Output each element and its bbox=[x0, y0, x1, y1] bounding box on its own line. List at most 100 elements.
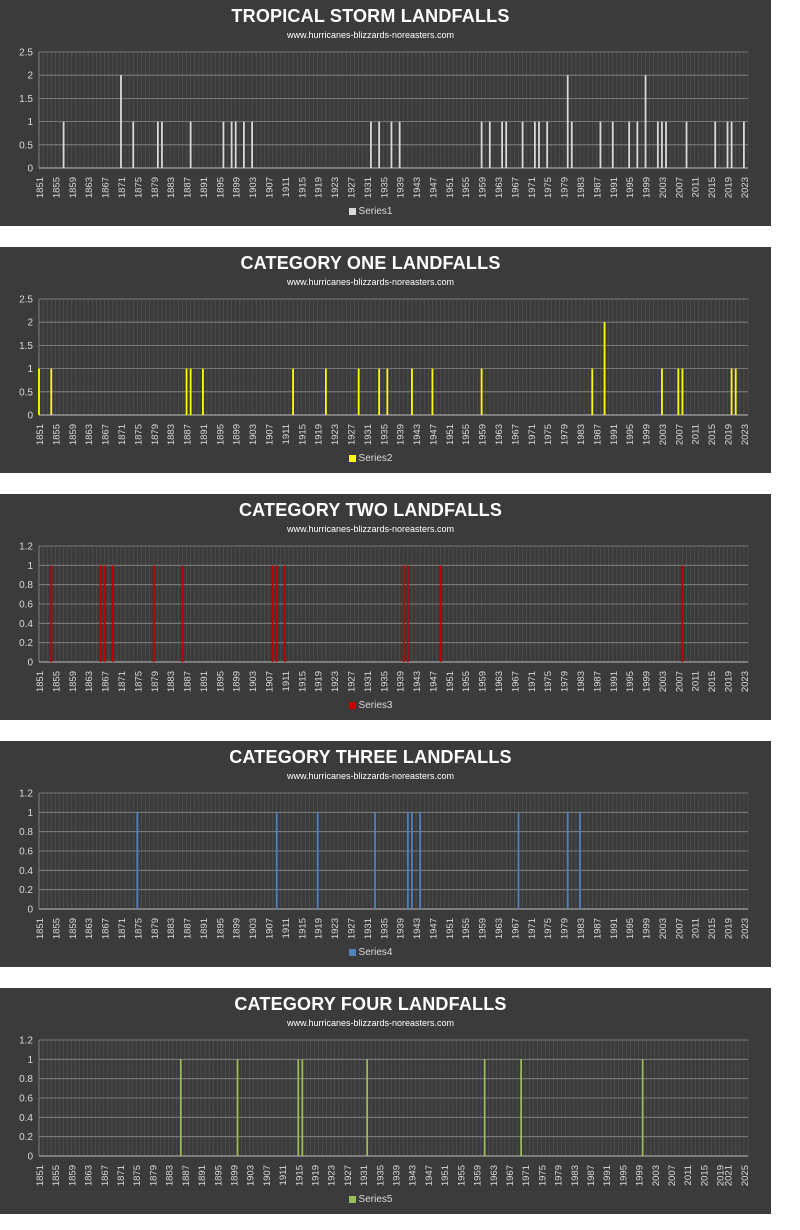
x-tick-label: 1855 bbox=[51, 671, 62, 692]
bar bbox=[681, 368, 684, 415]
bar bbox=[505, 121, 508, 168]
chart-subtitle: www.hurricanes-blizzards-noreasters.com bbox=[286, 524, 455, 534]
x-tick-label: 1943 bbox=[412, 671, 423, 692]
x-tick-label: 1927 bbox=[346, 177, 357, 198]
x-tick-label: 1935 bbox=[379, 918, 390, 939]
x-tick-label: 1911 bbox=[278, 1165, 289, 1185]
bar bbox=[292, 368, 294, 415]
x-tick-label: 1907 bbox=[265, 671, 276, 692]
bar bbox=[62, 121, 65, 168]
bar bbox=[730, 121, 733, 168]
y-tick-label: 0.8 bbox=[19, 827, 33, 838]
bar bbox=[661, 368, 663, 415]
x-tick-label: 1851 bbox=[35, 1165, 46, 1186]
x-tick-label: 2011 bbox=[691, 671, 702, 691]
x-tick-label: 1875 bbox=[132, 1165, 143, 1186]
x-tick-label: 1927 bbox=[346, 918, 357, 939]
x-tick-label: 2007 bbox=[674, 918, 685, 939]
bar bbox=[419, 812, 422, 909]
x-tick-label: 2015 bbox=[699, 1165, 710, 1186]
x-tick-label: 1879 bbox=[150, 177, 161, 198]
x-tick-label: 1887 bbox=[181, 1165, 192, 1186]
chart-panel-category-four: CATEGORY FOUR LANDFALLS www.hurricanes-bl… bbox=[0, 988, 771, 1214]
chart-plot: 0 0.2 0.4 0.6 0.8 1 1.2 1851 1855 1859 1863 1867 187… bbox=[19, 1036, 751, 1187]
x-tick-label: 1967 bbox=[510, 177, 521, 198]
y-tick-label: 1.5 bbox=[19, 341, 33, 352]
bar bbox=[50, 565, 53, 662]
x-tick-label: 1991 bbox=[609, 671, 620, 692]
x-tick-label: 1895 bbox=[215, 918, 226, 939]
x-tick-label: 1939 bbox=[392, 1165, 403, 1186]
x-tick-label: 1959 bbox=[473, 1165, 484, 1186]
y-tick-label: 2 bbox=[27, 71, 33, 82]
y-tick-label: 1 bbox=[27, 561, 33, 572]
x-tick-label: 1987 bbox=[592, 671, 603, 692]
x-tick-label: 1859 bbox=[68, 918, 79, 939]
x-tick-label: 1943 bbox=[412, 177, 423, 198]
x-tick-label: 1979 bbox=[560, 671, 571, 692]
x-tick-label: 1967 bbox=[510, 671, 521, 692]
bar bbox=[570, 121, 573, 168]
x-tick-label: 1851 bbox=[35, 918, 46, 939]
y-tick-label: 2.5 bbox=[19, 48, 33, 59]
x-tick-label: 2003 bbox=[658, 671, 669, 692]
bar bbox=[324, 368, 327, 415]
x-tick-label: 1991 bbox=[609, 918, 620, 939]
x-tick-label: 1891 bbox=[197, 1165, 208, 1186]
bar bbox=[301, 1059, 304, 1156]
x-tick-label: 1875 bbox=[133, 671, 144, 692]
bar bbox=[111, 565, 114, 662]
chart-plot: 0 0.2 0.4 0.6 0.8 1 1.2 1851 1855 1859 1863 1867 187… bbox=[19, 542, 751, 693]
x-tick-label: 1979 bbox=[560, 424, 571, 445]
x-tick-label: 1903 bbox=[248, 671, 259, 692]
x-tick-label: 1951 bbox=[445, 918, 456, 939]
bar bbox=[406, 812, 409, 909]
chart-panel-category-three: CATEGORY THREE LANDFALLS www.hurricanes-b… bbox=[0, 741, 771, 967]
bar bbox=[236, 1059, 239, 1156]
x-tick-label: 2015 bbox=[707, 671, 718, 692]
bar bbox=[726, 121, 729, 168]
y-tick-label: 1.2 bbox=[19, 542, 33, 553]
x-tick-label: 1911 bbox=[281, 177, 292, 197]
x-tick-label: 2015 bbox=[707, 918, 718, 939]
x-tick-label: 1907 bbox=[265, 424, 276, 445]
y-tick-label: 0.2 bbox=[19, 638, 33, 649]
bar bbox=[271, 565, 274, 662]
x-tick-label: 1871 bbox=[117, 918, 128, 939]
x-tick-label: 1999 bbox=[642, 177, 653, 198]
chart-subtitle: www.hurricanes-blizzards-noreasters.com bbox=[286, 277, 455, 287]
x-tick-label: 2007 bbox=[674, 671, 685, 692]
legend: Series4 bbox=[0, 947, 741, 958]
y-tick-label: 1.2 bbox=[19, 789, 33, 800]
y-tick-label: 0.5 bbox=[19, 140, 33, 151]
x-tick-label: 1907 bbox=[262, 1165, 273, 1186]
x-tick-label: 1863 bbox=[84, 918, 95, 939]
legend: Series5 bbox=[0, 1194, 741, 1205]
chart-title: CATEGORY FOUR LANDFALLS bbox=[234, 994, 507, 1014]
x-tick-label: 2019 bbox=[716, 1165, 727, 1186]
x-tick-label: 1891 bbox=[199, 177, 210, 198]
bar bbox=[378, 121, 381, 168]
bar bbox=[439, 565, 442, 662]
y-tick-label: 0 bbox=[27, 905, 33, 916]
x-tick-label: 1983 bbox=[576, 177, 587, 198]
x-tick-label: 1879 bbox=[150, 671, 161, 692]
legend-label: Series4 bbox=[358, 947, 393, 958]
x-tick-label: 1975 bbox=[543, 424, 554, 445]
bar bbox=[316, 812, 319, 909]
bar bbox=[136, 812, 139, 909]
bar bbox=[386, 368, 389, 415]
bar bbox=[132, 121, 135, 168]
x-tick-label: 1915 bbox=[297, 424, 308, 445]
bar bbox=[38, 368, 40, 415]
x-tick-label: 1863 bbox=[84, 424, 95, 445]
x-tick-label: 1931 bbox=[363, 918, 374, 939]
x-tick-label: 1987 bbox=[586, 1165, 597, 1186]
x-tick-label: 1863 bbox=[84, 177, 95, 198]
x-tick-label: 1939 bbox=[396, 177, 407, 198]
y-tick-label: 1 bbox=[27, 364, 33, 375]
bar bbox=[743, 121, 745, 168]
x-tick-label: 2015 bbox=[707, 424, 718, 445]
chart-panel-tropical-storm: TROPICAL STORM LANDFALLS www.hurricanes-b… bbox=[0, 0, 771, 226]
x-tick-label: 1851 bbox=[35, 671, 46, 692]
